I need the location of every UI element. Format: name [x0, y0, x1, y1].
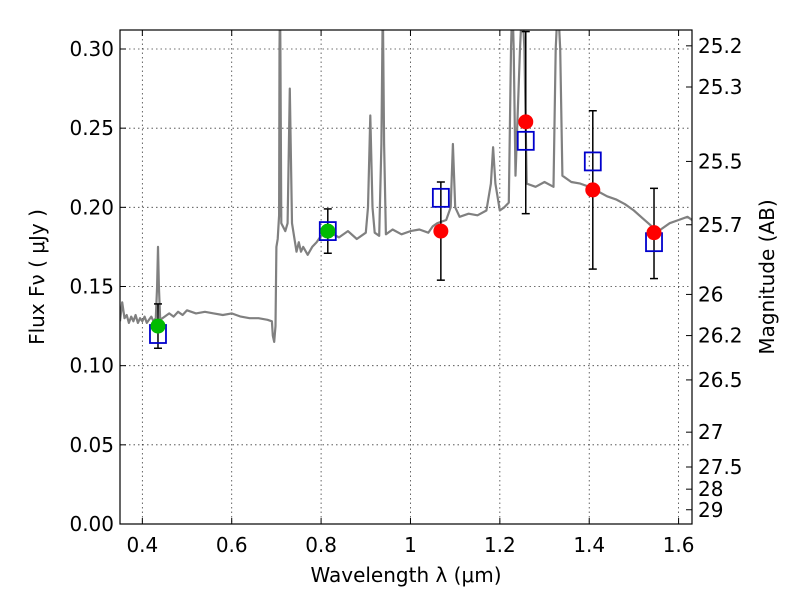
plot-area [120, 30, 692, 349]
model-spectrum-line [120, 30, 692, 343]
y-tick-label: 0.10 [69, 354, 114, 378]
y-tick-label: 0.25 [69, 116, 114, 140]
x-tick-label: 1.6 [663, 533, 695, 557]
red-circle-marker [646, 225, 662, 241]
x-tick-label: 1.2 [484, 533, 516, 557]
blue-square-marker [583, 151, 602, 172]
right-tick-label: 26.5 [698, 368, 743, 392]
x-tick-label: 0.4 [126, 533, 158, 557]
x-tick-label: 1.4 [573, 533, 605, 557]
right-tick-label: 25.2 [698, 34, 743, 58]
right-tick-label: 26.2 [698, 324, 743, 348]
green-circle-marker [150, 318, 166, 334]
blue-square-marker [516, 130, 535, 151]
y-axis-title: Flux Fν ( μJy ) [25, 209, 49, 345]
blue-square-marker [318, 221, 337, 241]
x-axis-title: Wavelength λ (μm) [310, 563, 501, 587]
right-tick-label: 25.5 [698, 149, 743, 173]
right-tick-label: 28 [698, 477, 723, 501]
right-tick-label: 26 [698, 282, 723, 306]
red-circle-marker [518, 114, 534, 130]
red-circle-marker [585, 182, 601, 198]
y-tick-label: 0.00 [69, 512, 114, 536]
right-axis-title: Magnitude (AB) [755, 199, 779, 354]
axes-frame [119, 29, 693, 525]
x-tick-label: 0.8 [305, 533, 337, 557]
right-tick-label: 25.3 [698, 75, 743, 99]
x-tick-label: 1 [404, 533, 417, 557]
y-tick-label: 0.05 [69, 433, 114, 457]
grid-lines [120, 30, 692, 525]
right-tick-label: 27.5 [698, 455, 743, 479]
green-circle-marker [320, 223, 336, 239]
right-tick-label: 25.7 [698, 213, 743, 237]
y-tick-label: 0.15 [69, 275, 114, 299]
x-tick-label: 0.6 [216, 533, 248, 557]
right-tick-label: 29 [698, 498, 723, 522]
right-tick-label: 27 [698, 420, 723, 444]
y-tick-label: 0.30 [69, 37, 114, 61]
red-circle-marker [433, 223, 449, 239]
y-tick-label: 0.20 [69, 195, 114, 219]
blue-square-marker [431, 187, 450, 208]
axis-ticks: 0.4 0.6 0.8 1 1.2 1.4 1.6 0.00 0.05 0.10 0.15 0.20 0… [69, 30, 743, 557]
